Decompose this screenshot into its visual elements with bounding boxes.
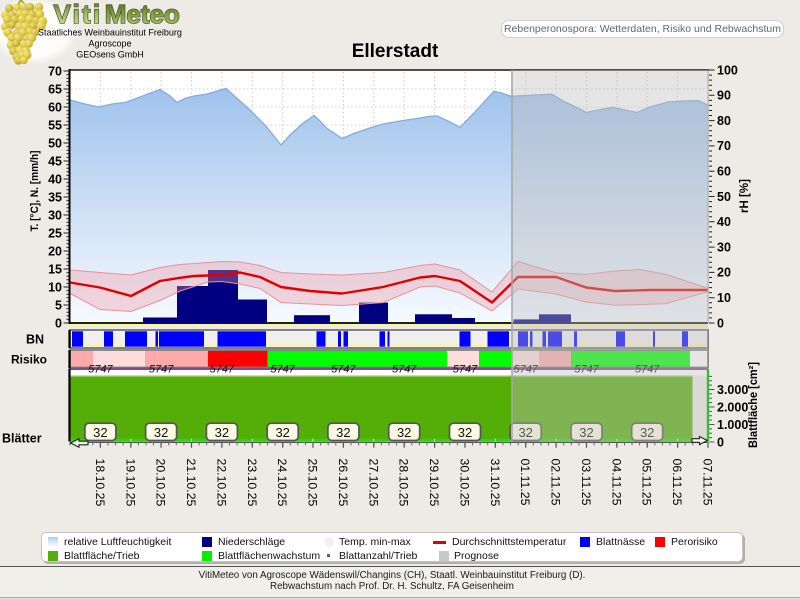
svg-text:32: 32 [154, 425, 168, 440]
svg-text:5747: 5747 [270, 364, 295, 376]
svg-text:60: 60 [48, 100, 62, 114]
svg-text:5747: 5747 [149, 364, 174, 376]
svg-text:1.000: 1.000 [717, 418, 748, 432]
svg-text:Blätter: Blätter [2, 432, 42, 446]
svg-text:40: 40 [717, 215, 731, 229]
svg-text:03.11.25: 03.11.25 [579, 459, 593, 506]
svg-text:32: 32 [397, 425, 411, 440]
svg-text:31.10.25: 31.10.25 [488, 459, 502, 507]
svg-text:20.10.25: 20.10.25 [154, 459, 168, 507]
svg-text:Staatliches Weinbauinstitut Fr: Staatliches Weinbauinstitut Freiburg [38, 28, 182, 38]
svg-text:70: 70 [717, 139, 731, 153]
svg-text:5747: 5747 [453, 364, 478, 376]
svg-text:28.10.25: 28.10.25 [397, 459, 411, 507]
svg-text:rH [%]: rH [%] [739, 179, 751, 213]
svg-text:100: 100 [717, 63, 738, 77]
svg-text:0: 0 [717, 316, 724, 330]
svg-text:20: 20 [717, 266, 731, 280]
svg-text:5747: 5747 [574, 364, 599, 376]
svg-text:70: 70 [48, 64, 62, 78]
svg-text:65: 65 [48, 82, 62, 96]
svg-text:2.000: 2.000 [717, 400, 748, 414]
svg-text:5747: 5747 [331, 364, 356, 376]
svg-text:19.10.25: 19.10.25 [123, 459, 137, 507]
svg-text:32: 32 [458, 425, 472, 440]
svg-text:Meteo: Meteo [105, 0, 180, 29]
svg-text:21.10.25: 21.10.25 [184, 459, 198, 507]
svg-text:07.11.25: 07.11.25 [701, 459, 715, 506]
svg-text:06.11.25: 06.11.25 [670, 459, 684, 506]
svg-text:15: 15 [48, 262, 62, 276]
svg-text:80: 80 [717, 114, 731, 128]
svg-text:32: 32 [275, 425, 289, 440]
svg-text:5747: 5747 [210, 364, 235, 376]
svg-text:27.10.25: 27.10.25 [366, 459, 380, 507]
svg-text:55: 55 [48, 118, 62, 132]
svg-text:5: 5 [55, 298, 62, 312]
svg-text:35: 35 [48, 190, 62, 204]
svg-text:32: 32 [215, 425, 229, 440]
svg-text:5747: 5747 [88, 364, 113, 376]
svg-text:02.11.25: 02.11.25 [549, 459, 563, 506]
svg-text:T. [°C], N. [mm/h]: T. [°C], N. [mm/h] [29, 150, 41, 231]
svg-text:5747: 5747 [392, 364, 417, 376]
svg-text:22.10.25: 22.10.25 [214, 459, 228, 507]
svg-text:10: 10 [48, 280, 62, 294]
svg-text:01.11.25: 01.11.25 [518, 459, 532, 506]
svg-text:5747: 5747 [635, 364, 660, 376]
svg-text:45: 45 [48, 154, 62, 168]
svg-text:04.11.25: 04.11.25 [609, 459, 623, 506]
svg-text:Blattfläche [cm²]: Blattfläche [cm²] [748, 362, 760, 448]
svg-text:20: 20 [48, 244, 62, 258]
svg-text:90: 90 [717, 89, 731, 103]
svg-text:32: 32 [518, 425, 532, 440]
svg-text:50: 50 [48, 136, 62, 150]
svg-text:30: 30 [48, 208, 62, 222]
svg-text:32: 32 [640, 425, 654, 440]
svg-text:0: 0 [55, 316, 62, 330]
svg-text:3.000: 3.000 [717, 383, 748, 397]
svg-text:25.10.25: 25.10.25 [306, 459, 320, 507]
svg-text:60: 60 [717, 165, 731, 179]
svg-text:26.10.25: 26.10.25 [336, 459, 350, 507]
svg-text:24.10.25: 24.10.25 [275, 459, 289, 507]
svg-text:05.11.25: 05.11.25 [640, 459, 654, 506]
svg-text:29.10.25: 29.10.25 [427, 459, 441, 507]
svg-text:23.10.25: 23.10.25 [245, 459, 259, 507]
svg-text:30: 30 [717, 240, 731, 254]
svg-text:BN: BN [26, 333, 44, 347]
svg-text:18.10.25: 18.10.25 [93, 459, 107, 507]
svg-text:Agroscope: Agroscope [88, 39, 131, 49]
svg-text:30.10.25: 30.10.25 [458, 459, 472, 507]
svg-text:5747: 5747 [513, 364, 538, 376]
svg-text:32: 32 [579, 425, 593, 440]
svg-text:25: 25 [48, 226, 62, 240]
svg-text:Viti: Viti [54, 0, 103, 29]
svg-text:GEOsens GmbH: GEOsens GmbH [76, 50, 144, 60]
svg-text:10: 10 [717, 291, 731, 305]
svg-text:32: 32 [336, 425, 350, 440]
svg-text:40: 40 [48, 172, 62, 186]
svg-text:0: 0 [717, 435, 724, 449]
svg-text:Risiko: Risiko [11, 353, 47, 367]
svg-text:32: 32 [93, 425, 107, 440]
svg-text:50: 50 [717, 190, 731, 204]
